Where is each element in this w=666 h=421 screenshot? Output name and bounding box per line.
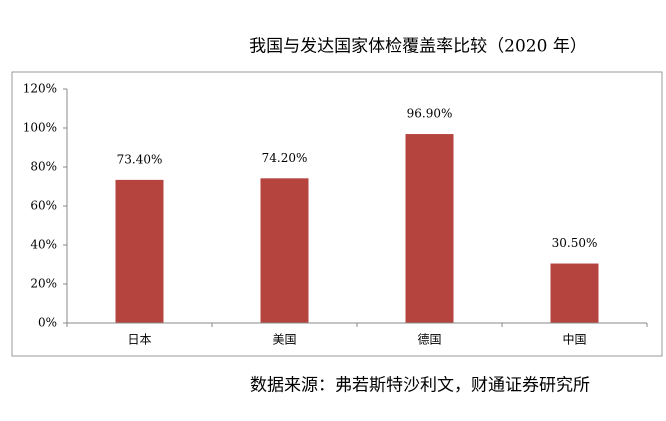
bar bbox=[260, 178, 309, 323]
value-label: 30.50% bbox=[552, 236, 598, 250]
value-label: 74.20% bbox=[262, 151, 308, 165]
value-label: 73.40% bbox=[117, 152, 163, 166]
chart-frame bbox=[11, 71, 663, 357]
y-tick-label: 100% bbox=[23, 121, 57, 135]
y-tick-label: 20% bbox=[30, 277, 57, 291]
source-note: 数据来源：弗若斯特沙利文，财通证券研究所 bbox=[250, 376, 590, 396]
y-tick-label: 0% bbox=[38, 316, 57, 330]
bar bbox=[115, 179, 164, 323]
y-tick-label: 120% bbox=[23, 82, 57, 96]
x-tick-label: 德国 bbox=[417, 332, 441, 347]
bar bbox=[550, 263, 599, 323]
y-tick-label: 80% bbox=[30, 160, 57, 174]
y-tick-label: 60% bbox=[30, 199, 57, 213]
x-tick-label: 美国 bbox=[272, 333, 296, 347]
bar bbox=[405, 134, 454, 323]
x-tick-label: 日本 bbox=[127, 333, 151, 347]
chart-title: 我国与发达国家体检覆盖率比较（2020 年） bbox=[249, 37, 587, 57]
x-tick-label: 中国 bbox=[562, 332, 586, 347]
value-label: 96.90% bbox=[407, 107, 453, 121]
y-tick-label: 40% bbox=[30, 238, 57, 252]
